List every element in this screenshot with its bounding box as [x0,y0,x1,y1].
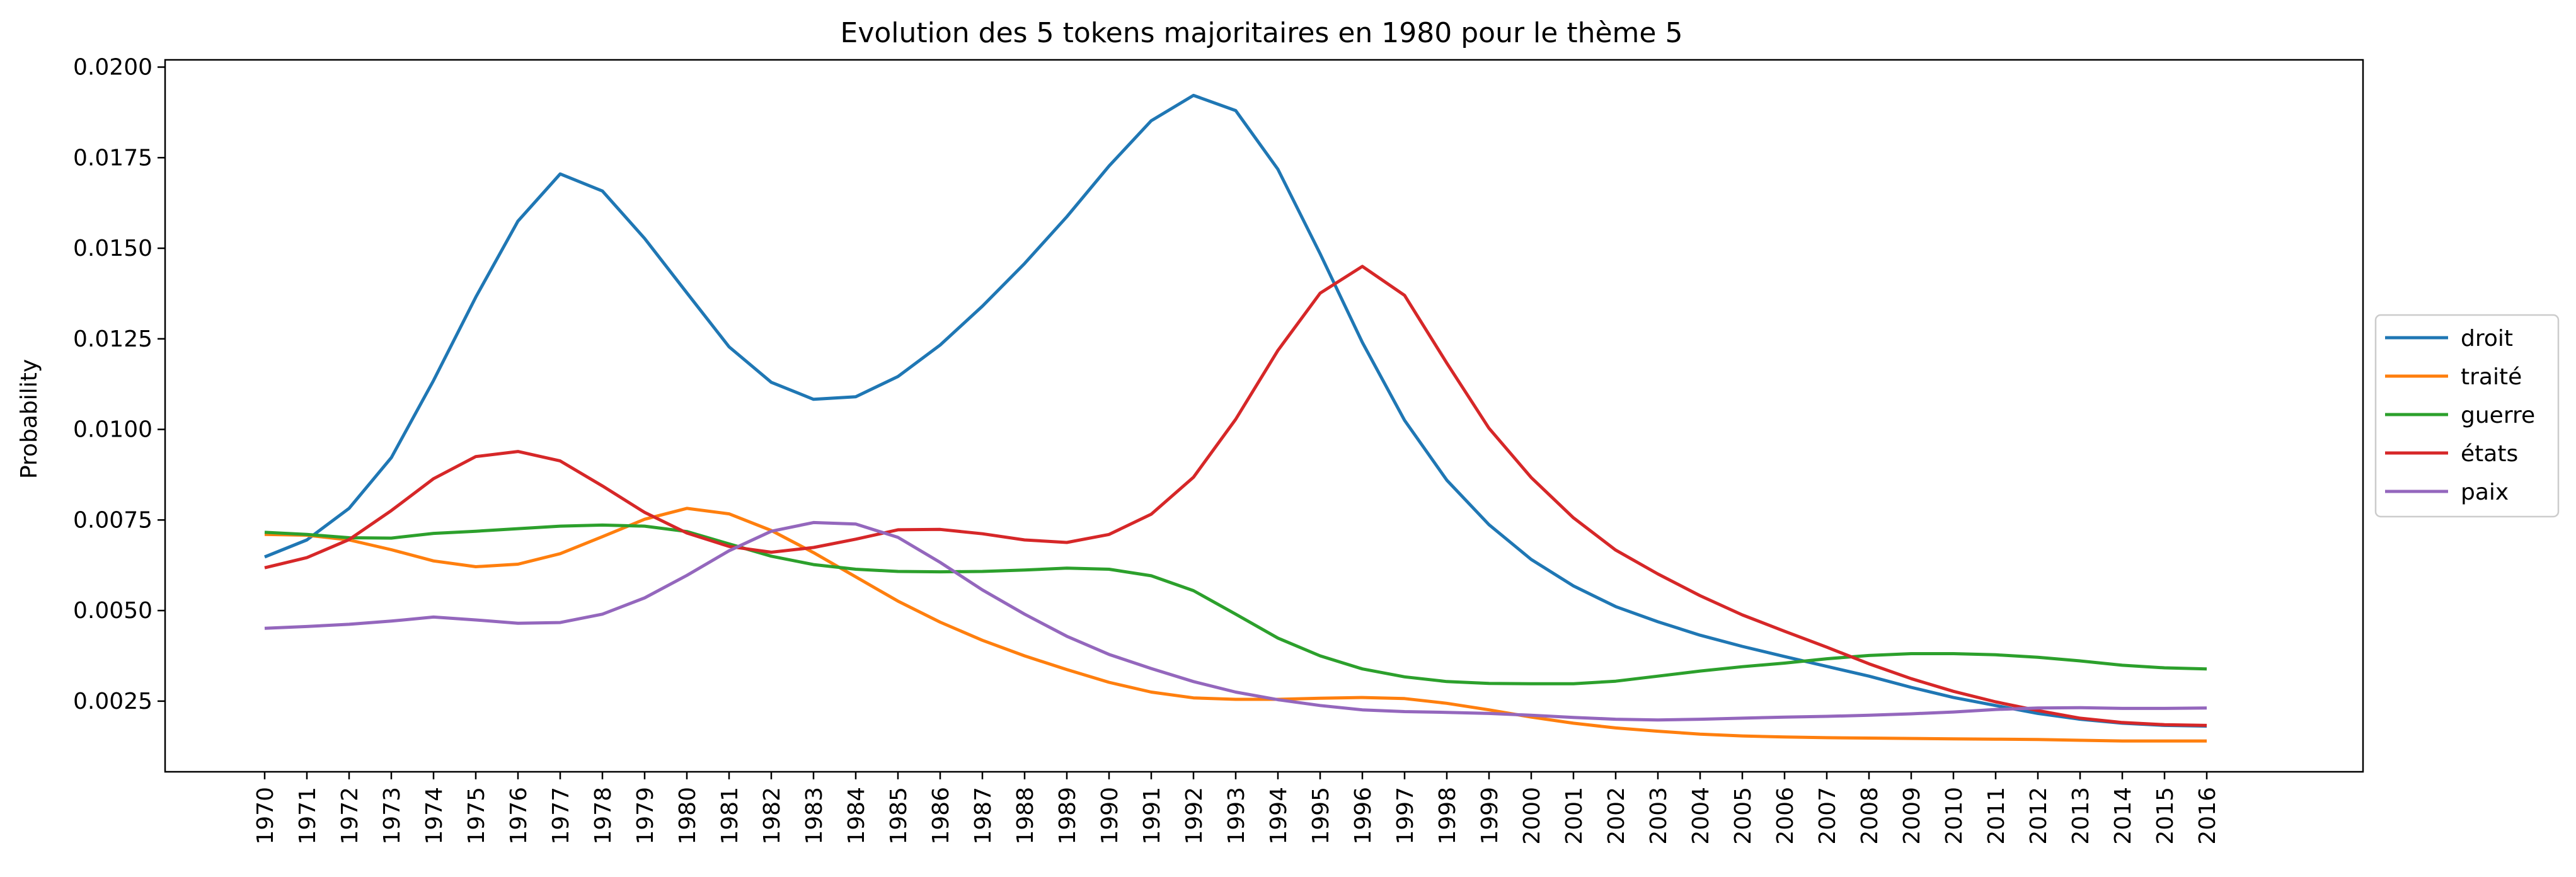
y-axis-label: Probability [16,359,42,479]
x-axis: 1970 1971 1972 1973 1974 1975 1976 1977 1978 1979… [253,772,2221,845]
x-tick-label: 1980 [675,787,701,845]
x-tick-label: 1973 [379,787,405,845]
legend-label: traité [2461,364,2522,390]
x-tick-label: 2007 [1815,787,1841,845]
x-tick-label: 1970 [253,787,279,845]
x-tick-label: 1971 [295,787,321,845]
x-tick-label: 1979 [633,787,658,845]
y-tick-label: 0.0150 [73,236,152,261]
y-tick-label: 0.0125 [73,326,152,352]
x-tick-label: 2005 [1730,787,1756,845]
x-tick-label: 1977 [548,787,574,845]
y-axis: 0.0025 0.0050 0.0075 0.0100 0.0125 0.0150 0.01… [73,55,165,714]
legend-box [2374,314,2560,518]
legend-label: guerre [2461,403,2535,428]
series-line-0 [264,93,2207,728]
x-tick-label: 2010 [1941,787,1967,845]
y-tick-label: 0.0100 [73,417,152,443]
legend-label: paix [2461,479,2509,505]
x-tick-label: 1988 [1013,787,1038,845]
x-tick-label: 2003 [1646,787,1672,845]
y-tick-label: 0.0075 [73,507,152,533]
x-tick-label: 2006 [1773,787,1798,845]
x-tick-label: 1982 [759,787,785,845]
series-line-1 [264,507,2207,743]
x-tick-label: 2008 [1857,787,1883,845]
x-tick-label: 1976 [506,787,532,845]
legend-label: états [2461,441,2518,467]
x-tick-label: 1999 [1477,787,1503,845]
x-tick-label: 1974 [422,787,447,845]
x-tick-label: 2016 [2195,787,2221,845]
x-tick-label: 1985 [886,787,912,845]
y-tick-label: 0.0025 [73,689,152,714]
legend: droit traité guerre états paix [2374,314,2560,518]
x-tick-label: 1987 [970,787,996,845]
x-tick-label: 1989 [1055,787,1081,845]
x-tick-label: 2014 [2110,787,2136,845]
x-tick-label: 1978 [590,787,616,845]
x-tick-label: 2000 [1519,787,1545,845]
x-tick-label: 1983 [802,787,827,845]
x-tick-label: 2012 [2026,787,2052,845]
x-tick-label: 1972 [337,787,363,845]
x-tick-label: 2013 [2068,787,2094,845]
plot-frame [164,59,2364,773]
x-tick-label: 1990 [1097,787,1123,845]
x-tick-label: 2009 [1899,787,1925,845]
series-line-3 [264,265,2207,727]
x-tick-label: 1984 [844,787,870,845]
series-line-2 [264,523,2207,685]
x-tick-label: 1996 [1350,787,1376,845]
y-tick-label: 0.0200 [73,55,152,81]
y-tick-label: 0.0050 [73,598,152,624]
x-tick-label: 2001 [1561,787,1587,845]
series-lines [264,93,2207,743]
x-tick-label: 1991 [1139,787,1165,845]
x-tick-label: 1981 [717,787,743,845]
x-tick-label: 2002 [1604,787,1630,845]
x-tick-label: 1975 [464,787,490,845]
x-tick-label: 2015 [2153,787,2178,845]
x-tick-label: 1994 [1266,787,1292,845]
x-tick-label: 1998 [1435,787,1461,845]
x-tick-label: 1997 [1393,787,1418,845]
x-tick-label: 2011 [1984,787,2010,845]
x-tick-label: 2004 [1688,787,1714,845]
series-line-4 [264,520,2207,722]
y-tick-label: 0.0175 [73,145,152,171]
chart-title: Evolution des 5 tokens majoritaires en 1… [841,17,1683,49]
x-tick-label: 1992 [1182,787,1207,845]
x-tick-label: 1986 [928,787,954,845]
x-tick-label: 1995 [1308,787,1334,845]
legend-label: droit [2461,326,2513,352]
x-tick-label: 1993 [1224,787,1250,845]
